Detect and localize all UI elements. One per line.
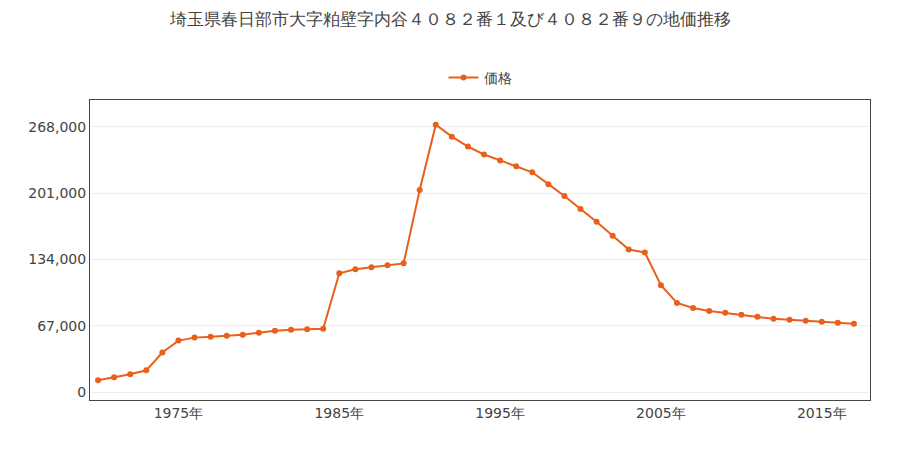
svg-text:268,000: 268,000	[28, 119, 86, 135]
svg-text:1985年: 1985年	[314, 405, 364, 421]
svg-text:1975年: 1975年	[154, 405, 204, 421]
svg-text:2005年: 2005年	[636, 405, 686, 421]
svg-text:201,000: 201,000	[28, 185, 86, 201]
svg-text:1995年: 1995年	[475, 405, 525, 421]
svg-text:埼玉県春日部市大字粕壁字内谷４０８２番１及び４０８２番９の地: 埼玉県春日部市大字粕壁字内谷４０８２番１及び４０８２番９の地価推移	[169, 9, 731, 29]
svg-text:価格: 価格	[484, 70, 512, 86]
svg-text:2015年: 2015年	[797, 405, 847, 421]
svg-text:0: 0	[77, 384, 86, 400]
svg-text:134,000: 134,000	[28, 251, 86, 267]
svg-text:67,000: 67,000	[37, 318, 86, 334]
